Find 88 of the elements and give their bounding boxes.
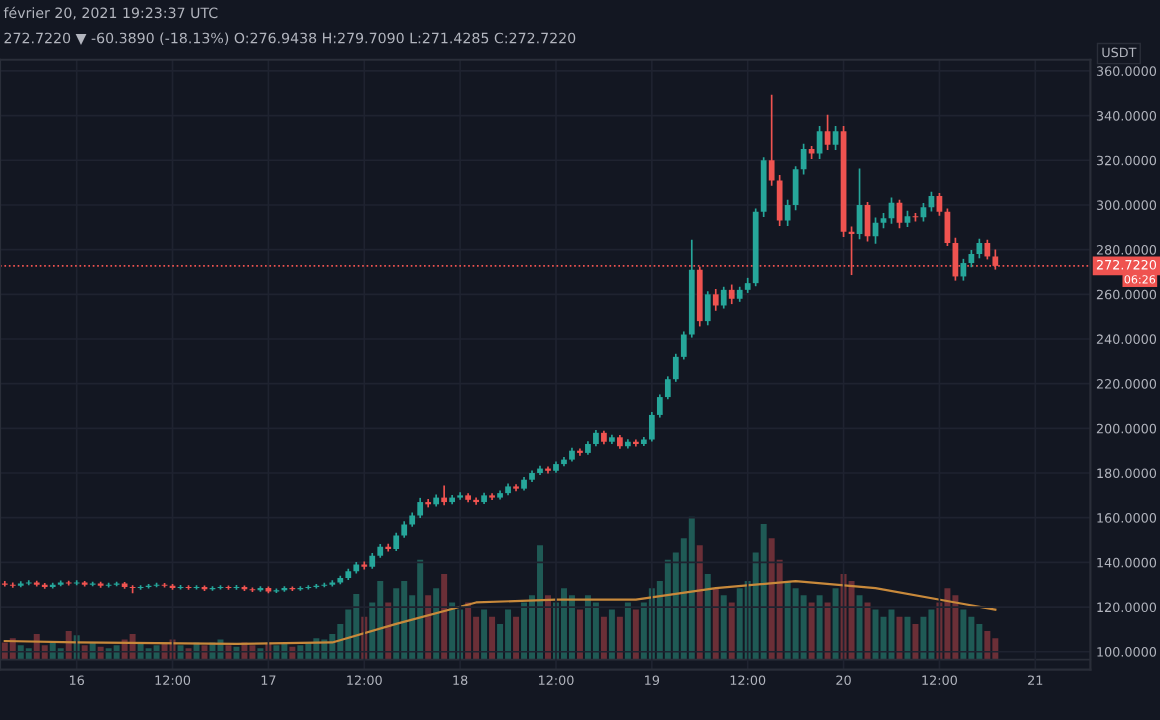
bar	[696, 545, 703, 660]
bar	[712, 588, 719, 660]
candlestick	[457, 492, 463, 500]
bar	[912, 623, 919, 660]
bar	[576, 609, 583, 660]
candlestick	[784, 199, 791, 226]
bar	[872, 609, 879, 660]
bar	[537, 545, 543, 660]
candlestick	[776, 175, 783, 226]
bar	[736, 588, 743, 660]
candlestick	[473, 497, 479, 505]
bar	[728, 602, 735, 660]
bar	[505, 609, 512, 660]
bar	[560, 588, 567, 660]
candlestick	[680, 331, 687, 360]
bar	[856, 595, 863, 660]
bar	[545, 595, 551, 660]
candlestick	[321, 582, 328, 588]
bar	[513, 616, 520, 660]
candlestick	[824, 114, 831, 150]
bar	[952, 595, 959, 660]
bar	[848, 581, 855, 660]
bar	[664, 559, 671, 660]
bar	[808, 602, 815, 660]
bar	[984, 631, 991, 660]
bar	[433, 588, 440, 660]
bar	[760, 523, 767, 660]
bar	[904, 616, 911, 660]
bar	[608, 609, 615, 660]
candlestick	[664, 376, 671, 400]
candlestick	[720, 286, 727, 309]
bar	[592, 602, 599, 660]
candlestick	[545, 466, 551, 474]
bar	[704, 573, 711, 660]
bar	[441, 573, 448, 660]
bar	[920, 616, 927, 660]
bar	[864, 602, 871, 660]
bar	[481, 609, 488, 660]
candlestick	[792, 166, 799, 211]
candlestick	[17, 581, 24, 588]
bar	[568, 595, 575, 660]
bar	[824, 602, 831, 660]
bar	[377, 581, 384, 660]
bar	[600, 616, 607, 660]
bar	[353, 593, 360, 660]
candlestick	[816, 125, 823, 159]
bar	[720, 595, 727, 660]
bar	[784, 581, 791, 660]
bar	[800, 595, 807, 660]
bar	[888, 609, 895, 660]
bar	[832, 588, 839, 660]
candlestick	[712, 289, 719, 311]
bar	[816, 595, 823, 660]
candlestick	[648, 412, 655, 442]
bar	[616, 616, 623, 660]
candlestick	[41, 582, 48, 589]
candlestick	[385, 543, 392, 552]
candlestick	[9, 582, 16, 588]
bar	[584, 595, 591, 660]
candlestick	[577, 448, 583, 456]
bar	[425, 595, 432, 660]
bar	[928, 609, 935, 660]
bar	[792, 588, 799, 660]
bar	[976, 623, 983, 660]
bar	[896, 616, 903, 660]
candlestick	[768, 94, 775, 186]
bar	[944, 588, 951, 660]
bar	[688, 516, 695, 660]
candlestick	[417, 497, 424, 519]
bar	[960, 609, 967, 660]
bar	[632, 609, 639, 660]
bar	[393, 588, 400, 660]
candlestick	[656, 394, 663, 418]
candlestick	[632, 439, 639, 447]
bar	[521, 602, 528, 660]
candlestick	[361, 561, 368, 570]
bar	[417, 559, 424, 660]
candlestick	[704, 291, 711, 326]
candlestick	[832, 125, 839, 150]
candlestick	[1, 580, 8, 587]
bar	[968, 616, 975, 660]
candlestick	[672, 353, 679, 382]
bar	[401, 581, 408, 660]
bar	[489, 616, 496, 660]
bar	[768, 538, 775, 660]
candlestick	[425, 498, 432, 508]
bar	[624, 602, 631, 660]
candlestick	[441, 485, 448, 506]
